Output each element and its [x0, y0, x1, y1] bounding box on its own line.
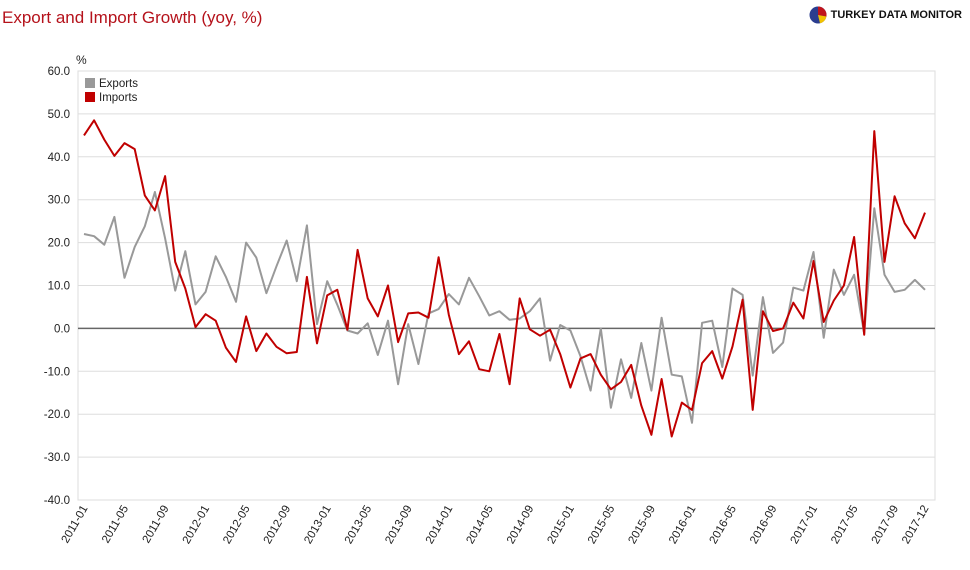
x-tick-label: 2016-05 [708, 504, 740, 547]
x-tick-label: 2017-09 [870, 504, 902, 547]
x-tick-label: 2012-05 [221, 504, 253, 547]
x-tick-label: 2015-09 [627, 504, 659, 547]
y-tick-label: -10.0 [44, 366, 70, 378]
x-tick-label: 2011-05 [100, 504, 131, 546]
x-tick-label: 2013-05 [343, 504, 375, 547]
x-tick-label: 2017-01 [789, 504, 821, 547]
legend-label-exports: Exports [99, 78, 138, 90]
brand-logo: TURKEY DATA MONITOR [809, 6, 962, 24]
x-tick-label: 2015-05 [586, 504, 618, 547]
x-tick-label: 2011-01 [60, 504, 91, 546]
legend-label-imports: Imports [99, 92, 138, 104]
x-tick-label: 2017-12 [900, 504, 932, 547]
y-tick-label: 0.0 [54, 323, 70, 335]
legend-swatch-imports [85, 92, 95, 102]
series-line-imports [83, 119, 926, 438]
x-tick-label: 2014-01 [424, 504, 456, 547]
y-tick-label: 30.0 [48, 195, 70, 207]
y-tick-label: -30.0 [44, 452, 70, 464]
x-tick-label: 2011-09 [141, 504, 172, 546]
x-tick-label: 2016-09 [748, 504, 780, 547]
y-tick-label: 20.0 [48, 238, 70, 250]
x-tick-label: 2013-09 [383, 504, 415, 547]
y-tick-label: -40.0 [44, 495, 70, 507]
x-tick-label: 2012-09 [262, 504, 294, 547]
legend-swatch-exports [85, 78, 95, 88]
x-tick-label: 2017-05 [829, 504, 861, 547]
x-tick-label: 2012-01 [181, 504, 213, 547]
x-axis: 2011-01 2011-05 2011-09 2012-01 2012-05 2012-… [60, 504, 932, 547]
x-tick-label: 2014-05 [464, 504, 496, 547]
y-tick-label: 40.0 [48, 152, 70, 164]
x-tick-label: 2015-01 [545, 504, 577, 547]
y-tick-label: 60.0 [48, 66, 70, 78]
chart-title: Export and Import Growth (yoy, %) [2, 8, 263, 27]
x-tick-label: 2016-01 [667, 504, 699, 547]
legend: Exports Imports [85, 78, 138, 104]
y-unit-label: % [76, 53, 87, 67]
y-tick-label: -20.0 [44, 409, 70, 421]
y-tick-label: 50.0 [48, 109, 70, 121]
x-tick-label: 2014-09 [505, 504, 537, 547]
series-lines [83, 119, 926, 438]
pie-logo-icon [809, 6, 827, 24]
brand-logo-text: TURKEY DATA MONITOR [830, 9, 962, 21]
y-axis: 60.0 50.0 40.0 30.0 20.0 10.0 0.0 -10.0 -20.0 -30… [44, 66, 70, 507]
x-tick-label: 2013-01 [302, 504, 334, 547]
y-tick-label: 10.0 [48, 281, 70, 293]
series-line-exports [83, 191, 926, 424]
